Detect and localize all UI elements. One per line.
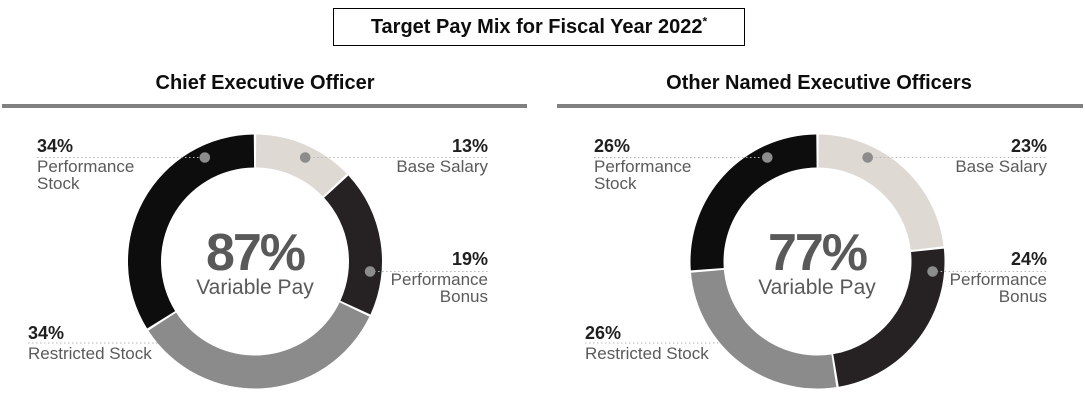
label-pct: 23%: [1010, 136, 1047, 156]
donut-segment-restricted-stock: [691, 269, 837, 389]
figure-title-box: Target Pay Mix for Fiscal Year 2022*: [333, 8, 745, 46]
label-name: Performance Bonus: [949, 270, 1047, 306]
label-pct: 24%: [1010, 249, 1047, 269]
panel-header-other-neo: Other Named Executive Officers: [666, 72, 972, 94]
donut-segment-base-salary: [818, 134, 944, 251]
label-pct: 34%: [28, 323, 65, 343]
label-ceo-restricted-stock: 34% Restricted Stock: [28, 321, 178, 363]
leader-dot-performance-stock: [762, 152, 773, 163]
label-pct: 26%: [585, 323, 622, 343]
figure-title: Target Pay Mix for Fiscal Year 2022*: [370, 13, 708, 39]
leader-dot-performance-stock: [199, 152, 211, 163]
label-name: Performance Bonus: [390, 270, 488, 306]
label-pct: 34%: [37, 136, 74, 156]
panel-header-ceo: Chief Executive Officer: [155, 72, 375, 94]
label-name: Performance Stock: [594, 157, 692, 193]
leader-dot-base-salary: [299, 152, 311, 163]
label-ceo-performance-bonus: 19% Performance Bonus: [384, 247, 488, 305]
label-neo-base-salary: 23% Base Salary: [897, 134, 1047, 176]
label-name: Base Salary: [955, 157, 1047, 176]
leader-dot-performance-bonus: [927, 266, 938, 277]
donut-segment-performance-bonus: [324, 175, 383, 315]
donut-segment-restricted-stock: [148, 302, 370, 389]
neo-center-value: 77%: [767, 224, 868, 282]
donut-chart-other-neo: [585, 134, 1047, 389]
label-neo-restricted-stock: 26% Restricted Stock: [585, 321, 735, 363]
donut-segment-performance-stock: [127, 134, 255, 329]
label-ceo-base-salary: 13% Base Salary: [338, 134, 488, 176]
label-ceo-performance-stock: 34% Performance Stock: [37, 134, 141, 192]
donut-segment-performance-stock: [690, 134, 817, 271]
ceo-center-label: Variable Pay: [196, 276, 314, 299]
donut-segment-base-salary: [255, 134, 347, 197]
neo-center-label: Variable Pay: [758, 276, 876, 299]
label-neo-performance-stock: 26% Performance Stock: [594, 134, 698, 192]
label-name: Performance Stock: [37, 157, 135, 193]
figure-title-text: Target Pay Mix for Fiscal Year 2022: [370, 15, 703, 38]
donut-segment-performance-bonus: [833, 248, 945, 387]
label-name: Base Salary: [396, 157, 488, 176]
label-name: Restricted Stock: [585, 344, 709, 363]
leader-dot-base-salary: [862, 152, 873, 163]
footnote-marker: *: [702, 13, 708, 28]
label-name: Restricted Stock: [28, 344, 152, 363]
donut-chart-ceo: [28, 134, 488, 389]
label-neo-performance-bonus: 24% Performance Bonus: [943, 247, 1047, 305]
ceo-center-value: 87%: [205, 224, 306, 282]
divider-rule-other-neo: [557, 104, 1083, 108]
leader-dot-performance-bonus: [364, 266, 376, 277]
label-pct: 13%: [451, 136, 488, 156]
label-pct: 26%: [594, 136, 631, 156]
label-pct: 19%: [451, 249, 488, 269]
divider-rule-ceo: [2, 104, 527, 108]
